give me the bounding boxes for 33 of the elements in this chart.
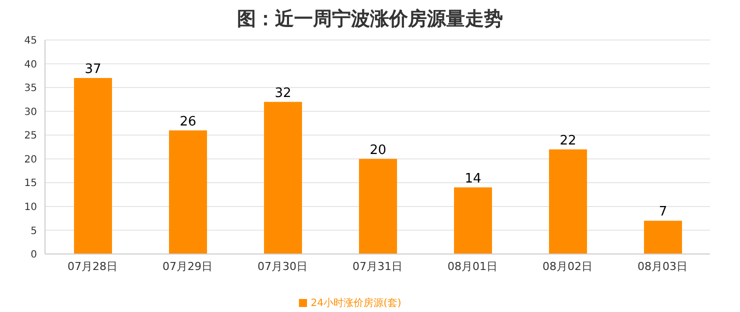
y-tick-label: 45: [24, 36, 37, 47]
data-label: 7: [658, 204, 668, 220]
data-label: 32: [274, 86, 292, 101]
data-label: 37: [84, 62, 102, 78]
y-tick-label: 0: [30, 250, 37, 261]
bar: [264, 102, 302, 254]
y-tick-label: 30: [24, 106, 37, 118]
data-label: 22: [560, 133, 576, 148]
bar: [549, 149, 587, 254]
y-tick-label: 5: [30, 226, 37, 237]
y-tick-label: 40: [24, 59, 37, 70]
x-tick-label: 08月03日: [638, 260, 688, 273]
y-tick-label: 35: [24, 83, 37, 94]
x-tick-label: 08月02日: [542, 260, 592, 273]
x-tick-label: 07月31日: [352, 260, 402, 273]
x-tick-label: 07月28日: [68, 260, 118, 273]
data-label: 14: [464, 171, 482, 186]
x-tick-label: 07月30日: [258, 260, 308, 273]
chart-title: 图：近一周宁波涨价房源量走势: [236, 7, 504, 32]
y-tick-label: 10: [24, 202, 37, 213]
legend-label: 24小时涨价房源(套): [310, 298, 402, 309]
data-label: 20: [370, 142, 386, 158]
y-tick-label: 25: [24, 130, 37, 142]
y-tick-label: 15: [24, 178, 37, 190]
bar: [454, 187, 492, 254]
x-tick-label: 08月01日: [448, 260, 498, 273]
bar: [74, 78, 112, 254]
bar: [169, 130, 207, 254]
data-label: 26: [180, 114, 196, 130]
bar: [359, 158, 397, 254]
x-tick-label: 07月29日: [162, 260, 212, 273]
y-tick-label: 20: [24, 154, 37, 166]
bar: [644, 220, 682, 254]
